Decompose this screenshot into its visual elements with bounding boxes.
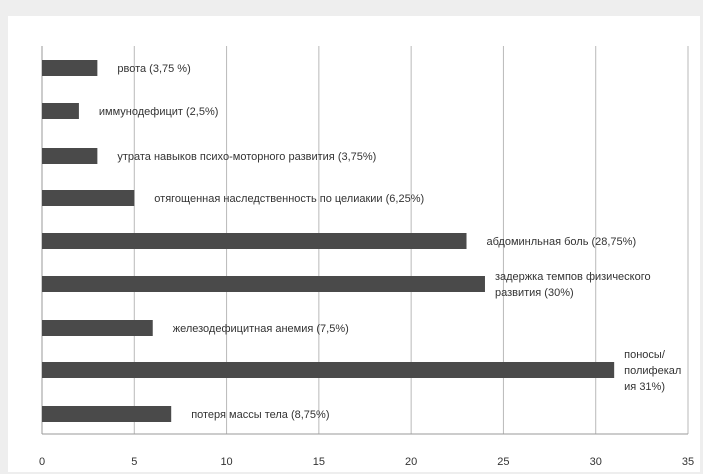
bar-data-label: потеря массы тела (8,75%) [191, 409, 329, 421]
x-tick-label: 35 [682, 456, 694, 468]
bar [42, 190, 135, 206]
bar-data-label: рвота (3,75 %) [117, 63, 190, 75]
bar [42, 103, 79, 119]
bar-data-label: утрата навыков псиxо-моторного развития … [117, 151, 376, 163]
x-tick-label: 15 [313, 456, 325, 468]
bar [42, 320, 153, 336]
x-tick-label: 5 [131, 456, 137, 468]
bar-chart: 0 5 10 15 20 25 30 35 рвота (3,75 %) иммунодефици… [39, 46, 694, 468]
bar [42, 276, 485, 292]
bar [42, 233, 467, 249]
bar-data-label: иммунодефицит (2,5%) [99, 106, 219, 118]
bar [42, 148, 98, 164]
bar [42, 362, 615, 378]
bar-data-label: поносы/полифекал ия 31%) [624, 349, 681, 393]
bar-data-label: отягощенная наследственность по целиакии… [154, 193, 424, 205]
bar [42, 406, 172, 422]
bar-data-label: абдоминльная боль (28,75%) [487, 236, 637, 248]
x-tick-label: 0 [39, 456, 45, 468]
x-tick-label: 10 [220, 456, 232, 468]
x-tick-label: 20 [405, 456, 417, 468]
x-tick-label: 30 [590, 456, 602, 468]
chart-panel: 0 5 10 15 20 25 30 35 рвота (3,75 %) иммунодефици… [8, 16, 700, 472]
x-tick-label: 25 [497, 456, 509, 468]
bar [42, 60, 98, 76]
bar-data-label: задержка темпов физического развития (30%… [495, 271, 651, 299]
bar-data-label: железодефицитная анемия (7,5%) [173, 323, 349, 335]
